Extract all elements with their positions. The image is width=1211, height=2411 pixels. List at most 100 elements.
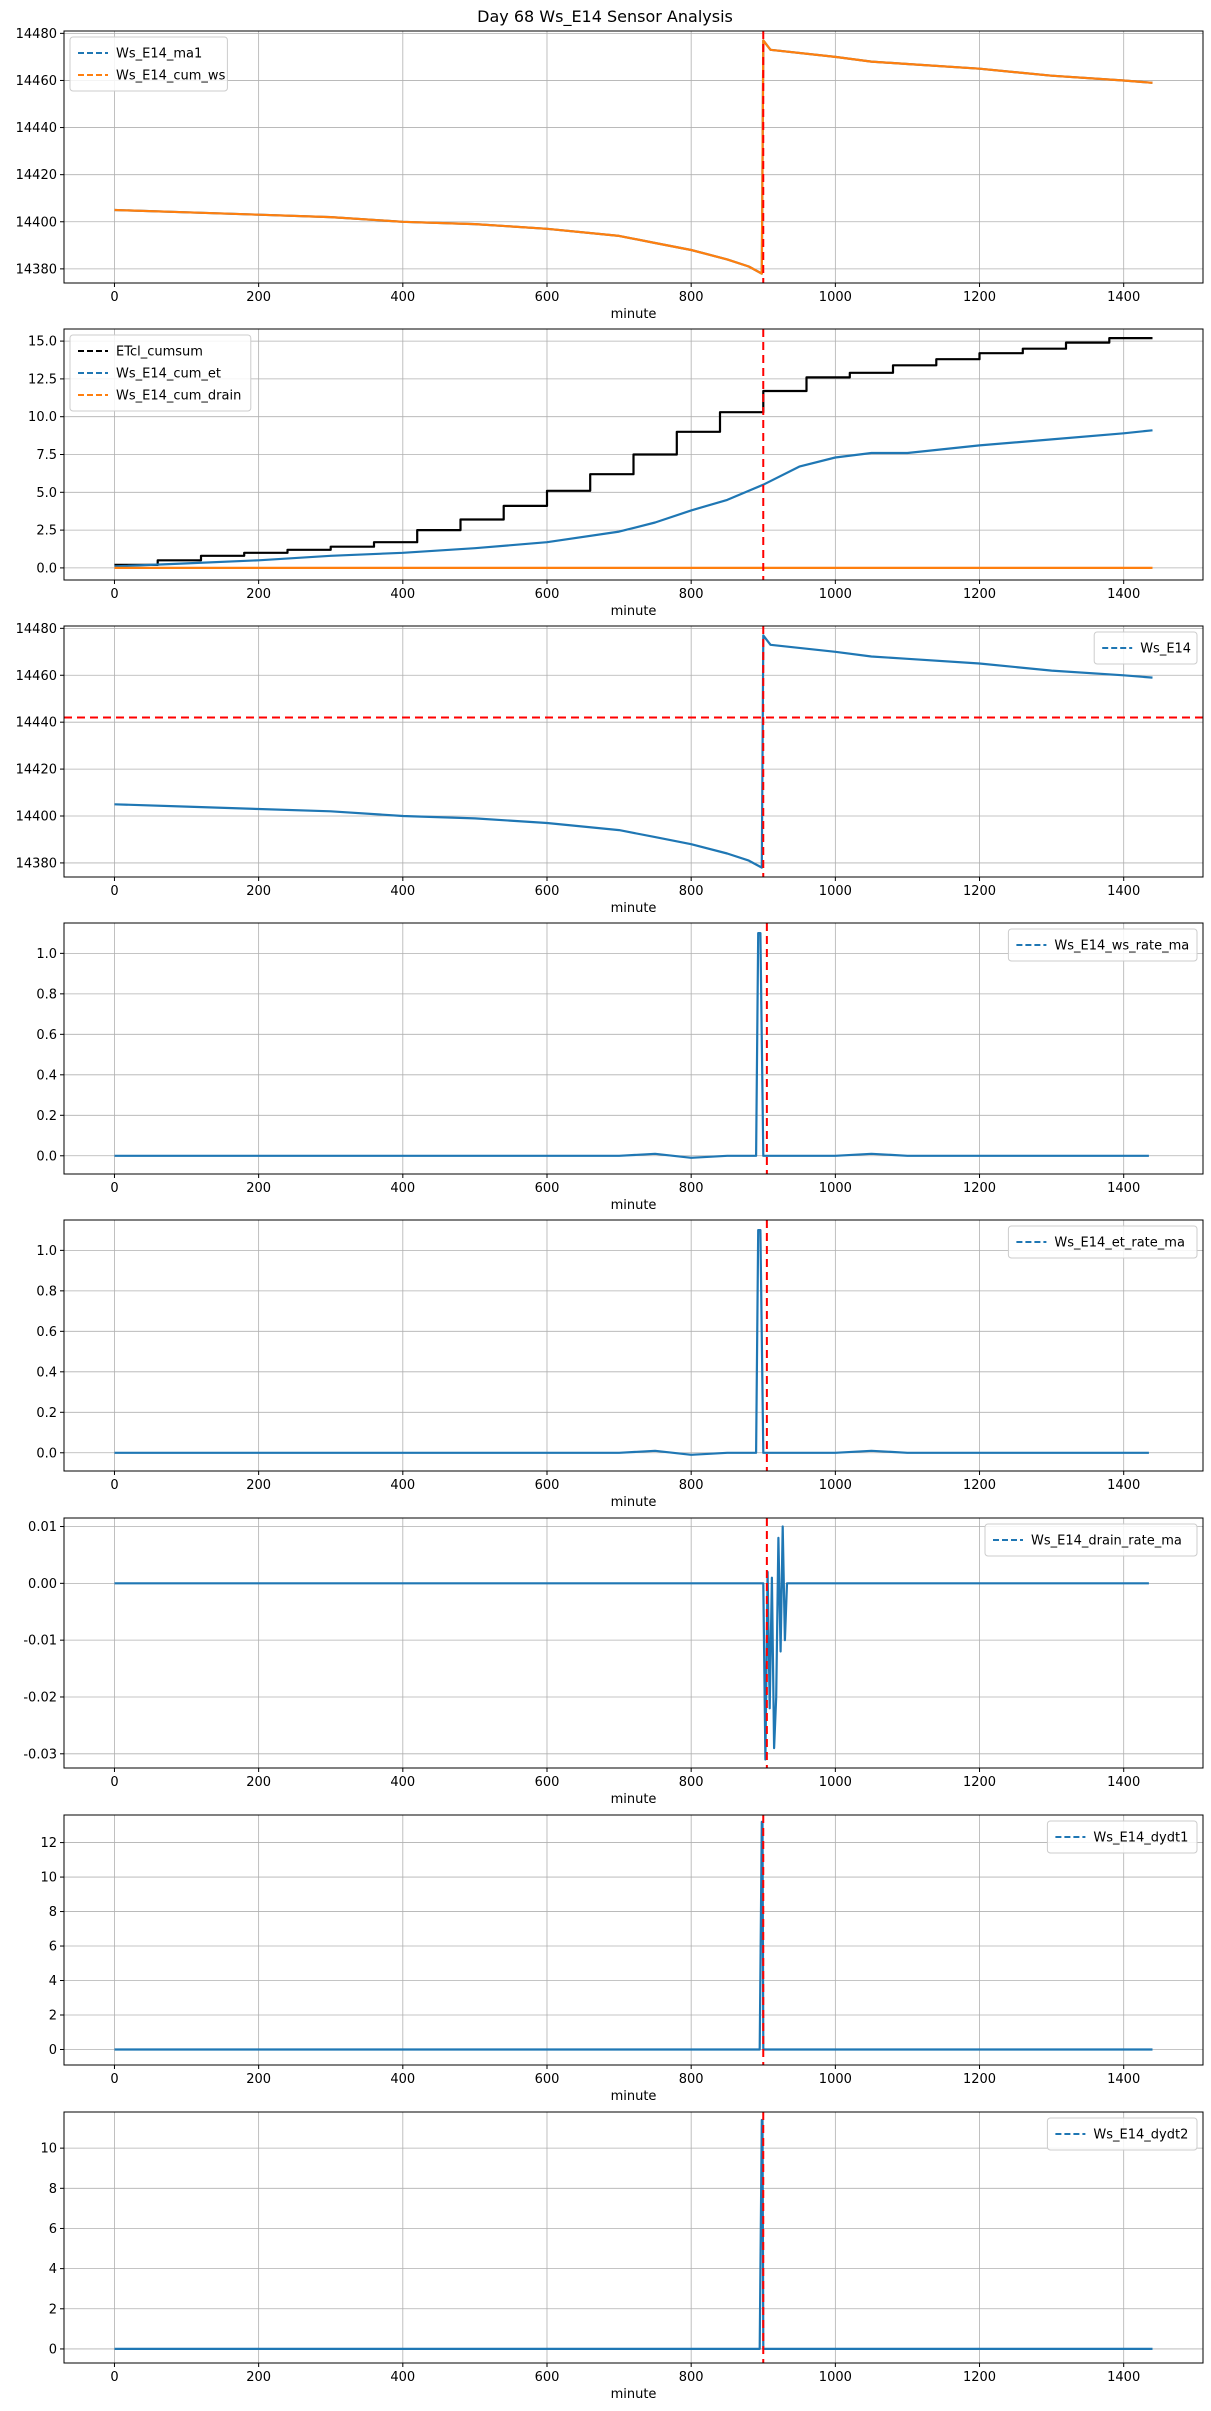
x-axis-label: minute <box>611 1198 657 1213</box>
y-tick-label: 12 <box>40 1836 57 1851</box>
y-tick-label: 7.5 <box>36 448 57 463</box>
subplot-4: 0 200 400 600 800 1000 1200 1400 0.0 0.2 0.4 0.6 0.8… <box>36 922 1204 1213</box>
subplot-5: 0 200 400 600 800 1000 1200 1400 0.0 0.2 0.4 0.6 0.8… <box>36 1219 1204 1510</box>
x-tick-label: 0 <box>110 1181 118 1196</box>
x-tick-label: 600 <box>535 587 560 602</box>
legend: Ws_E14 <box>1093 631 1198 665</box>
series-line <box>114 931 1149 1159</box>
legend-label: Ws_E14_dydt1 <box>1093 1831 1188 1846</box>
legend-label: Ws_E14_cum_ws <box>116 69 226 84</box>
legend-label: Ws_E14_ws_rate_ma <box>1054 939 1189 954</box>
subplot-1: 0 200 400 600 800 1000 1200 1400 14380 14400 14420… <box>16 27 1204 322</box>
legend: Ws_E14_drain_rate_ma <box>984 1523 1198 1557</box>
x-tick-label: 200 <box>246 2370 271 2385</box>
y-tick-label: 14400 <box>16 810 57 825</box>
legend-box <box>1007 928 1198 962</box>
axes-frame <box>63 1517 1204 1769</box>
x-tick-label: 400 <box>390 1478 415 1493</box>
legend-box <box>69 334 252 412</box>
y-tick-label: -0.02 <box>23 1690 57 1705</box>
figure-title: Day 68 Ws_E14 Sensor Analysis <box>477 7 733 27</box>
y-tick-label: 2.5 <box>36 524 57 539</box>
y-tick-label: 2 <box>49 2009 57 2024</box>
y-tick-label: 1.0 <box>36 1244 57 1259</box>
x-tick-label: 200 <box>246 1775 271 1790</box>
x-axis-label: minute <box>611 307 657 322</box>
x-tick-label: 800 <box>679 1181 704 1196</box>
x-tick-label: 200 <box>246 1181 271 1196</box>
x-tick-label: 1200 <box>963 884 996 899</box>
legend: Ws_E14_dydt2 <box>1046 2117 1198 2151</box>
series-line <box>114 429 1153 568</box>
x-tick-label: 400 <box>390 290 415 305</box>
y-tick-label: 14480 <box>16 622 57 637</box>
x-tick-label: 1200 <box>963 1775 996 1790</box>
y-tick-label: 0.0 <box>36 1446 57 1461</box>
legend: ETcl_cumsum Ws_E14_cum_et Ws_E14_cum_drain <box>69 334 252 412</box>
legend-box <box>1007 1225 1198 1259</box>
y-tick-label: 14440 <box>16 121 57 136</box>
series-line <box>114 39 1153 275</box>
y-tick-label: 0.01 <box>28 1520 57 1535</box>
x-tick-label: 400 <box>390 2370 415 2385</box>
x-tick-label: 0 <box>110 2370 118 2385</box>
x-tick-label: 600 <box>535 290 560 305</box>
x-tick-label: 1400 <box>1107 884 1140 899</box>
x-tick-label: 800 <box>679 290 704 305</box>
x-axis-label: minute <box>611 1495 657 1510</box>
y-tick-label: 0.6 <box>36 1325 57 1340</box>
x-tick-label: 0 <box>110 587 118 602</box>
axes-frame <box>63 625 1204 878</box>
x-tick-label: 400 <box>390 2072 415 2087</box>
series-line <box>114 1228 1149 1456</box>
axes-frame <box>63 2111 1204 2364</box>
subplot-2: 0 200 400 600 800 1000 1200 1400 0.0 2.5 5.0 7.5 10.… <box>28 328 1204 619</box>
y-tick-label: 14400 <box>16 215 57 230</box>
x-tick-label: 200 <box>246 290 271 305</box>
x-tick-label: 1400 <box>1107 2370 1140 2385</box>
y-tick-label: 14440 <box>16 716 57 731</box>
x-tick-label: 400 <box>390 1775 415 1790</box>
legend: Ws_E14_et_rate_ma <box>1007 1225 1198 1259</box>
legend-label: Ws_E14_cum_et <box>116 367 221 382</box>
x-tick-label: 400 <box>390 1181 415 1196</box>
y-tick-label: 15.0 <box>28 335 57 350</box>
legend-box <box>984 1523 1198 1557</box>
y-tick-label: 0.6 <box>36 1028 57 1043</box>
legend-label: Ws_E14 <box>1140 642 1191 657</box>
legend-box <box>1046 1820 1198 1854</box>
x-axis-label: minute <box>611 604 657 619</box>
x-axis-label: minute <box>611 901 657 916</box>
legend: Ws_E14_dydt1 <box>1046 1820 1198 1854</box>
legend: Ws_E14_ws_rate_ma <box>1007 928 1198 962</box>
y-tick-label: 10 <box>40 1871 57 1886</box>
x-tick-label: 800 <box>679 587 704 602</box>
x-tick-label: 1000 <box>819 587 852 602</box>
y-tick-label: 0.00 <box>28 1577 57 1592</box>
x-tick-label: 600 <box>535 2072 560 2087</box>
x-tick-label: 1000 <box>819 1478 852 1493</box>
x-tick-label: 600 <box>535 1181 560 1196</box>
legend-label: Ws_E14_cum_drain <box>116 389 241 404</box>
y-tick-label: 14380 <box>16 262 57 277</box>
x-tick-label: 0 <box>110 290 118 305</box>
x-tick-label: 0 <box>110 1478 118 1493</box>
x-tick-label: 800 <box>679 1775 704 1790</box>
x-tick-label: 1200 <box>963 1181 996 1196</box>
subplot-7: 0 200 400 600 800 1000 1200 1400 0 2 4 6 8 10 12 minute… <box>40 1814 1204 2104</box>
y-tick-label: 6 <box>49 2222 57 2237</box>
x-tick-label: 1000 <box>819 290 852 305</box>
x-tick-label: 400 <box>390 587 415 602</box>
axes-frame <box>63 30 1204 284</box>
x-tick-label: 600 <box>535 884 560 899</box>
x-tick-label: 400 <box>390 884 415 899</box>
y-tick-label: 0.4 <box>36 1068 57 1083</box>
x-tick-label: 1400 <box>1107 1775 1140 1790</box>
y-tick-label: -0.03 <box>23 1747 57 1762</box>
x-tick-label: 1000 <box>819 1181 852 1196</box>
y-tick-label: 12.5 <box>28 372 57 387</box>
y-tick-label: 0.0 <box>36 561 57 576</box>
y-tick-label: 0.2 <box>36 1406 57 1421</box>
x-tick-label: 200 <box>246 884 271 899</box>
subplot-8: 0 200 400 600 800 1000 1200 1400 0 2 4 6 8 10 minute Ws… <box>40 2111 1204 2402</box>
